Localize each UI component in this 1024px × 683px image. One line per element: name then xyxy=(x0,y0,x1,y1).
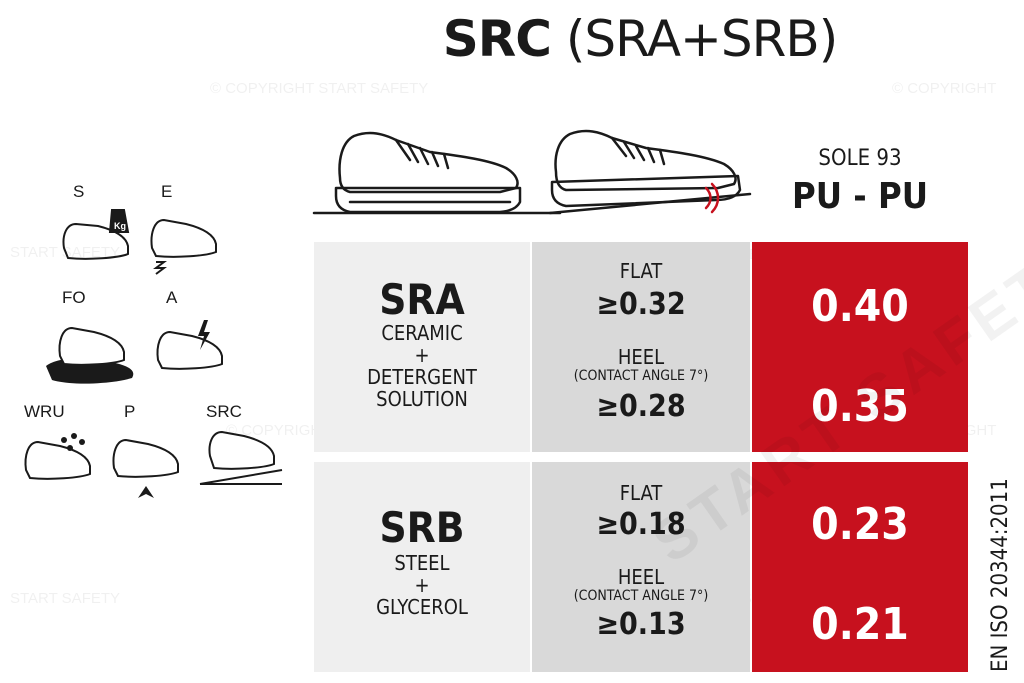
srb-result-cell: 0.23 0.21 xyxy=(752,462,968,672)
srb-flat-value: 0.23 xyxy=(811,499,909,550)
brand-watermark: START SAFETY xyxy=(10,590,121,607)
srb-test-cell: SRB STEEL + GLYCEROL xyxy=(314,462,530,672)
icon-label-e: E xyxy=(161,182,173,201)
copyright-watermark: © COPYRIGHT xyxy=(892,80,997,97)
srb-code: SRB xyxy=(379,503,465,552)
sole-label: SOLE 93 xyxy=(818,146,902,171)
sole-material: PU - PU xyxy=(791,176,929,217)
icon-label-wru: WRU xyxy=(24,402,65,421)
fuel-oil-shoe-icon xyxy=(46,326,134,384)
icon-label-s: S xyxy=(73,182,85,201)
srb-desc-line: + xyxy=(414,573,430,597)
title-main: SRC xyxy=(442,10,552,68)
srb-description: STEEL + GLYCEROL xyxy=(314,552,530,618)
water-resistant-shoe-icon xyxy=(24,433,91,480)
sra-flat-label: FLAT xyxy=(619,259,663,283)
standard-reference: EN ISO 20344:2011 xyxy=(988,478,1013,672)
srb-desc-line: STEEL xyxy=(394,551,450,575)
srb-heel-value: 0.21 xyxy=(811,599,909,650)
sra-desc-line: + xyxy=(414,343,430,367)
srb-flat-threshold: ≥0.18 xyxy=(596,507,686,542)
srb-threshold-cell: FLAT ≥0.18 HEEL (CONTACT ANGLE 7°) ≥0.13 xyxy=(532,462,750,672)
icon-label-src: SRC xyxy=(206,402,242,421)
svg-text:Kg: Kg xyxy=(114,221,126,231)
energy-absorption-shoe-icon xyxy=(150,218,217,275)
sra-threshold-cell: FLAT ≥0.32 HEEL (CONTACT ANGLE 7°) ≥0.28 xyxy=(532,242,750,452)
icon-label-fo: FO xyxy=(62,288,86,307)
sra-heel-note: (CONTACT ANGLE 7°) xyxy=(573,368,709,384)
sra-heel-threshold: ≥0.28 xyxy=(596,389,686,424)
slip-resistant-shoe-icon xyxy=(199,430,283,485)
page-title: SRC (SRA+SRB) xyxy=(0,6,1024,72)
sra-desc-line: CERAMIC xyxy=(381,321,463,345)
sra-flat-threshold: ≥0.32 xyxy=(596,287,686,322)
title-sub: (SRA+SRB) xyxy=(565,10,838,68)
sra-desc-line: SOLUTION xyxy=(376,387,468,411)
icon-label-a: A xyxy=(166,288,178,307)
sra-desc-line: DETERGENT xyxy=(367,365,477,389)
puncture-resistant-shoe-icon xyxy=(112,438,179,498)
flat-heel-shoes-illustration xyxy=(312,129,752,215)
sra-code: SRA xyxy=(379,275,465,324)
marking-icons-legend: S Kg E FO A WRU xyxy=(20,176,290,498)
sra-flat-value: 0.40 xyxy=(811,281,909,332)
sra-description: CERAMIC + DETERGENT SOLUTION xyxy=(314,322,530,410)
copyright-watermark: © COPYRIGHT START SAFETY xyxy=(210,80,429,97)
weight-shoe-icon: Kg xyxy=(62,209,130,260)
sra-result-cell: 0.40 0.35 xyxy=(752,242,968,452)
antistatic-shoe-icon xyxy=(156,320,223,370)
srb-heel-threshold: ≥0.13 xyxy=(596,607,686,642)
srb-flat-label: FLAT xyxy=(619,481,663,505)
srb-heel-note: (CONTACT ANGLE 7°) xyxy=(573,588,709,604)
sra-heel-value: 0.35 xyxy=(811,381,909,432)
srb-heel-label: HEEL xyxy=(617,565,665,589)
srb-desc-line: GLYCEROL xyxy=(376,595,468,619)
sra-test-cell: SRA CERAMIC + DETERGENT SOLUTION xyxy=(314,242,530,452)
icon-label-p: P xyxy=(124,402,136,421)
sra-heel-label: HEEL xyxy=(617,345,665,369)
